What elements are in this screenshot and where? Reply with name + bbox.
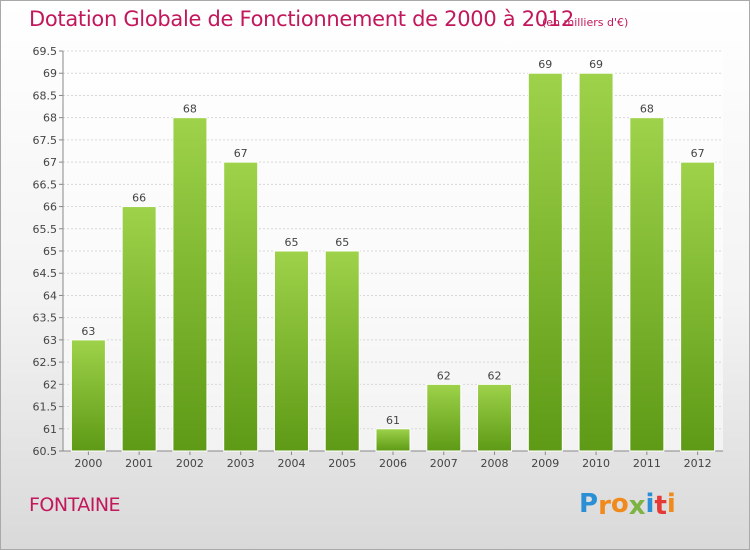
y-tick-label: 61.5 [33, 401, 58, 414]
y-tick-label: 68.5 [33, 89, 58, 102]
logo-letter: P [579, 489, 599, 519]
logo-letter: i [645, 489, 655, 519]
logo-letter: o [610, 489, 629, 519]
y-tick-label: 68 [43, 112, 57, 125]
bar [629, 117, 665, 452]
value-label: 67 [691, 147, 705, 160]
x-tick-labels: 2000 2001 2002 2003 2004 2005 2006 2007 2008 2009… [74, 457, 711, 470]
grid-lines [63, 50, 723, 452]
proxiti-logo: Proxiti [579, 489, 676, 521]
y-tick-label: 65.5 [33, 223, 58, 236]
bar [172, 117, 208, 452]
bar [324, 250, 360, 452]
x-tick-label: 2010 [582, 457, 610, 470]
y-tick-label: 64.5 [33, 267, 58, 280]
bar [223, 161, 259, 452]
y-tick-label: 66 [43, 201, 57, 214]
y-tick-label: 64 [43, 289, 57, 302]
x-tick-label: 2004 [277, 457, 305, 470]
x-tick-label: 2002 [176, 457, 204, 470]
y-tick-label: 67 [43, 156, 57, 169]
y-tick-label: 66.5 [33, 178, 58, 191]
x-tick-label: 2003 [227, 457, 255, 470]
value-label: 65 [284, 236, 298, 249]
bar [70, 339, 106, 452]
bar [426, 383, 462, 452]
logo-letter: t [654, 491, 667, 521]
x-tick-label: 2011 [633, 457, 661, 470]
commune-name: FONTAINE [29, 494, 121, 516]
bar [375, 428, 411, 452]
x-tick-label: 2005 [328, 457, 356, 470]
y-tick-label: 67.5 [33, 134, 58, 147]
value-label: 63 [81, 325, 95, 338]
y-tick-label: 63.5 [33, 312, 58, 325]
bar [121, 206, 157, 452]
bar [578, 72, 614, 452]
value-label: 69 [538, 58, 552, 71]
y-tick-label: 63 [43, 334, 57, 347]
value-labels: 63 66 68 67 65 65 61 62 62 69 69 68 67 [81, 58, 704, 427]
bar [680, 161, 716, 452]
value-label: 62 [488, 369, 502, 382]
x-tick-label: 2012 [684, 457, 712, 470]
logo-letter: x [628, 491, 646, 521]
y-tick-label: 61 [43, 423, 57, 436]
bar [527, 72, 563, 452]
bar [273, 250, 309, 452]
y-tick-label: 62 [43, 378, 57, 391]
value-label: 68 [183, 103, 197, 116]
x-tick-label: 2000 [74, 457, 102, 470]
chart-title: Dotation Globale de Fonctionnement de 20… [29, 7, 574, 31]
y-tick-label: 65 [43, 245, 57, 258]
x-tick-label: 2008 [481, 457, 509, 470]
value-label: 66 [132, 192, 146, 205]
value-label: 62 [437, 369, 451, 382]
x-tick-label: 2001 [125, 457, 153, 470]
value-label: 68 [640, 103, 654, 116]
logo-letter: i [666, 489, 676, 519]
y-tick-label: 62.5 [33, 356, 58, 369]
value-label: 61 [386, 414, 400, 427]
y-tick-labels: 60.5 61 61.5 62 62.5 63 63.5 64 64.5 65 65.5 66 66.5… [33, 45, 58, 458]
value-label: 67 [234, 147, 248, 160]
y-tick-label: 69 [43, 67, 57, 80]
y-tick-label: 60.5 [33, 445, 58, 458]
x-tick-label: 2007 [430, 457, 458, 470]
x-tick-label: 2006 [379, 457, 407, 470]
x-tick-label: 2009 [531, 457, 559, 470]
bars [70, 72, 716, 452]
chart-subtitle: (en milliers d'€) [542, 16, 629, 29]
value-label: 65 [335, 236, 349, 249]
value-label: 69 [589, 58, 603, 71]
bar [477, 383, 513, 452]
y-tick-label: 69.5 [33, 45, 58, 58]
logo-letter: r [598, 491, 611, 521]
